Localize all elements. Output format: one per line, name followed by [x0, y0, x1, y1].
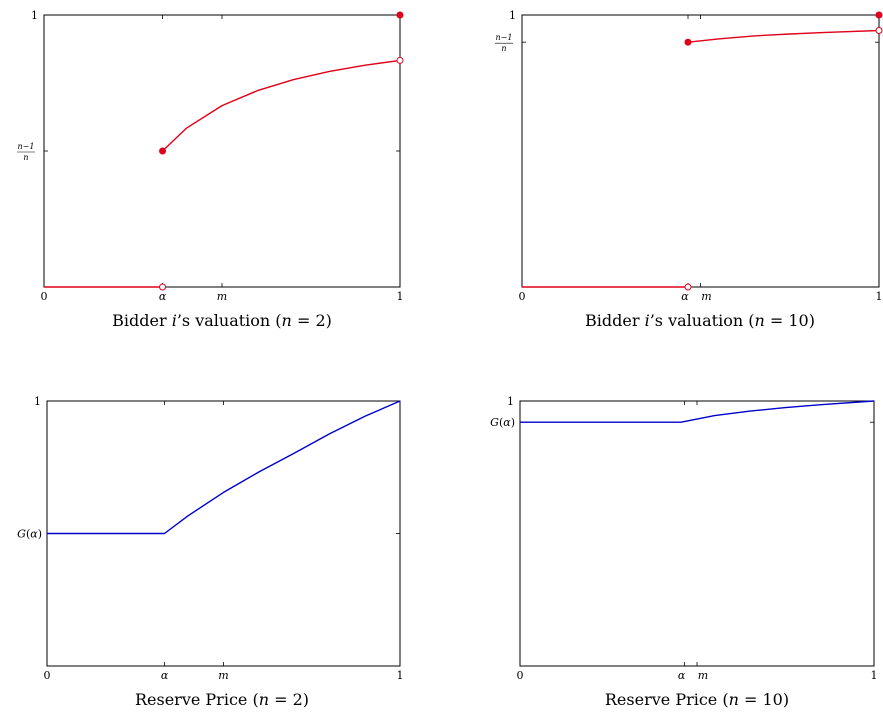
x-tick-label: 0	[519, 290, 526, 303]
x-tick-label: 1	[397, 290, 404, 303]
series-line-curve	[162, 59, 401, 152]
open-endpoint	[396, 56, 404, 64]
closed-endpoint	[159, 147, 167, 155]
x-tick-label: 0	[517, 669, 524, 682]
panel-4: 0 α m 1 G(α) 1 Reserve Price (n = 10)	[490, 395, 877, 709]
panel-caption: Reserve Price (n = 2)	[135, 690, 309, 709]
panel-caption: Bidder i’s valuation (n = 10)	[585, 311, 815, 330]
x-tick-label: m	[218, 669, 228, 682]
closed-endpoint	[396, 11, 404, 19]
open-endpoint	[875, 27, 883, 35]
fraction-numerator: n−1	[18, 142, 35, 151]
x-tick-label: α	[161, 669, 169, 682]
y-tick-label: G(α)	[490, 416, 515, 429]
x-tick-label: 1	[876, 290, 883, 303]
fraction-denominator: n	[23, 153, 28, 162]
open-endpoint	[159, 283, 167, 291]
x-tick-label: m	[217, 290, 227, 303]
panel-caption: Reserve Price (n = 10)	[605, 690, 789, 709]
x-tick-label: 1	[871, 669, 878, 682]
x-tick-label: 0	[44, 669, 51, 682]
closed-endpoint	[684, 38, 692, 46]
axes-frame	[519, 400, 875, 667]
y-tick-label: 1	[507, 395, 514, 408]
fraction-denominator: n	[501, 44, 506, 53]
y-tick-label-fraction: n−1 n	[17, 142, 35, 162]
x-tick-label: 0	[41, 290, 48, 303]
panel-2: 0 α m 1 n−1 n 1 Bidder i’s valuation (n = 10)	[495, 9, 883, 330]
panel-1: 0 α m 1 n−1 n 1 Bidder i’s valuation (n = 2)	[17, 9, 404, 330]
open-endpoint	[684, 283, 692, 291]
axes-frame	[521, 14, 880, 288]
series-line-cdf	[47, 400, 401, 535]
y-tick-label-fraction: n−1 n	[495, 33, 513, 53]
x-tick-label: m	[701, 290, 711, 303]
y-tick-label: G(α)	[17, 528, 42, 541]
panel-caption: Bidder i’s valuation (n = 2)	[112, 311, 332, 330]
x-tick-label: α	[159, 290, 167, 303]
fraction-numerator: n−1	[496, 33, 513, 42]
x-tick-label: m	[698, 669, 708, 682]
y-tick-label: 1	[31, 9, 38, 22]
series-line-cdf	[520, 400, 875, 423]
y-tick-label: 1	[34, 395, 41, 408]
y-tick-label: 1	[509, 9, 516, 22]
x-tick-label: α	[681, 290, 689, 303]
x-tick-label: α	[678, 669, 686, 682]
axes-frame	[43, 14, 401, 288]
x-tick-label: 1	[397, 669, 404, 682]
panel-3: 0 α m 1 G(α) 1 Reserve Price (n = 2)	[17, 395, 403, 709]
series-line-curve	[687, 29, 880, 43]
closed-endpoint	[875, 11, 883, 19]
